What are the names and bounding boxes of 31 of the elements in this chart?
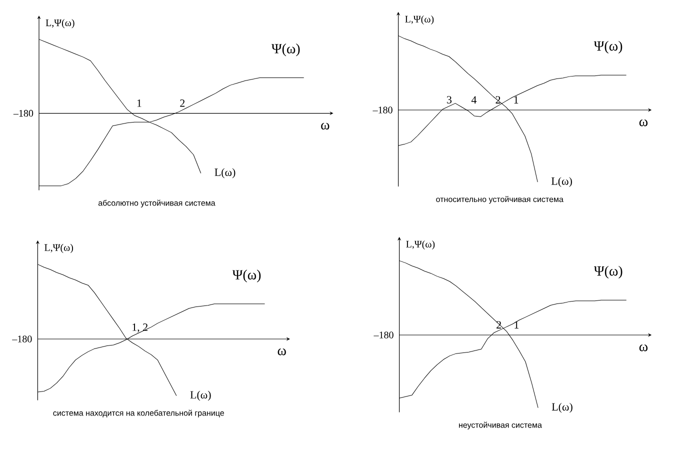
series-label: L(ω) — [552, 402, 572, 413]
annotation: 1 — [137, 100, 142, 107]
y-axis-title: L,Ψ(ω) — [44, 244, 74, 253]
text: –180 — [12, 336, 32, 342]
annotation: 1, 2 — [132, 323, 148, 332]
annotation: 2 — [180, 99, 185, 107]
x-axis-title: ω — [639, 120, 648, 126]
series-label: Ψ(ω) — [594, 40, 622, 54]
y-axis-title: L,Ψ(ω) — [405, 15, 434, 25]
series-label: Ψ(ω) — [594, 266, 622, 279]
text: –180 — [374, 332, 394, 338]
series-label: L(ω) — [190, 390, 211, 401]
y-axis-title: L,Ψ(ω) — [46, 19, 74, 28]
text: –180 — [372, 106, 392, 114]
y-axis-title: L,Ψ(ω) — [406, 240, 435, 250]
x-axis-title: ω — [321, 122, 330, 130]
series-label: Ψ(ω) — [272, 44, 300, 56]
series-label: L(ω) — [551, 177, 572, 188]
annotation: 4 — [471, 96, 477, 104]
series-label: L(ω) — [214, 168, 236, 178]
series-label: Ψ(ω) — [232, 270, 261, 282]
annotation: 3 — [446, 96, 452, 104]
annotation: 1 — [514, 96, 518, 104]
text: относительно устойчивая система — [436, 196, 564, 204]
text: абсолютно устойчивая система — [98, 200, 216, 208]
text: система находится на колебательной границе — [53, 410, 224, 418]
x-axis-title: ω — [278, 348, 286, 356]
annotation: 1 — [514, 321, 519, 328]
x-axis-title: ω — [639, 344, 648, 352]
text: –180 — [13, 110, 34, 117]
text: неустойчивая система — [459, 422, 542, 430]
